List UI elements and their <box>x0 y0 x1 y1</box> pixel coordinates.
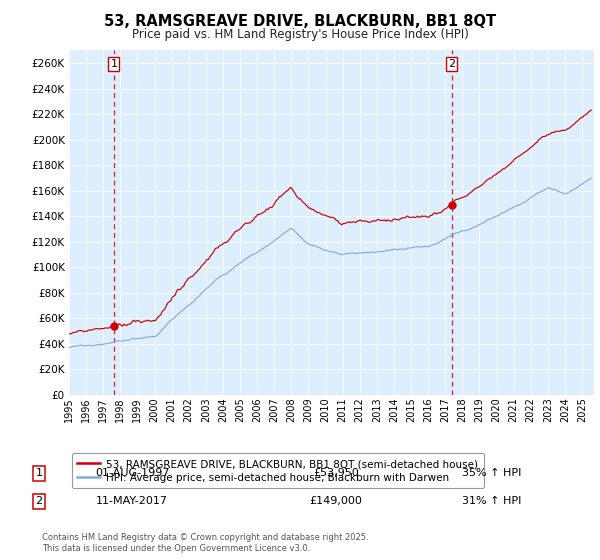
Text: 1: 1 <box>35 468 43 478</box>
Text: 01-AUG-1997: 01-AUG-1997 <box>95 468 169 478</box>
Legend: 53, RAMSGREAVE DRIVE, BLACKBURN, BB1 8QT (semi-detached house), HPI: Average pri: 53, RAMSGREAVE DRIVE, BLACKBURN, BB1 8QT… <box>71 454 484 488</box>
Text: Price paid vs. HM Land Registry's House Price Index (HPI): Price paid vs. HM Land Registry's House … <box>131 28 469 41</box>
Text: 53, RAMSGREAVE DRIVE, BLACKBURN, BB1 8QT: 53, RAMSGREAVE DRIVE, BLACKBURN, BB1 8QT <box>104 14 496 29</box>
Text: 2: 2 <box>448 59 455 69</box>
Text: £149,000: £149,000 <box>310 496 362 506</box>
Text: 1: 1 <box>110 59 118 69</box>
Text: 11-MAY-2017: 11-MAY-2017 <box>96 496 168 506</box>
Text: Contains HM Land Registry data © Crown copyright and database right 2025.
This d: Contains HM Land Registry data © Crown c… <box>42 533 368 553</box>
Text: £53,950: £53,950 <box>313 468 359 478</box>
Text: 2: 2 <box>35 496 43 506</box>
Text: 35% ↑ HPI: 35% ↑ HPI <box>463 468 521 478</box>
Text: 31% ↑ HPI: 31% ↑ HPI <box>463 496 521 506</box>
